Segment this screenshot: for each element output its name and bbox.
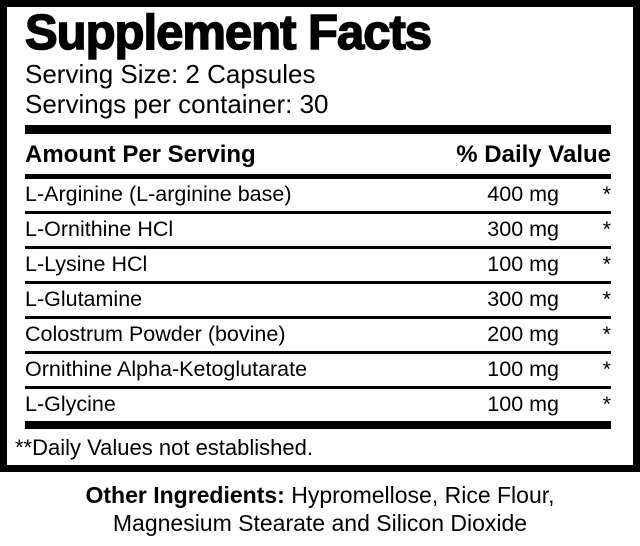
- ingredient-row: L-Arginine (L-arginine base) 400 mg *: [25, 179, 611, 215]
- other-ingredients-line1: Other Ingredients: Hypromellose, Rice Fl…: [0, 481, 640, 509]
- daily-value-asterisk: *: [602, 322, 611, 347]
- daily-value-asterisk: *: [602, 392, 611, 417]
- ingredient-amount: 300 mg: [487, 217, 559, 242]
- ingredient-name: L-Lysine HCl: [25, 252, 148, 277]
- ingredient-name: L-Arginine (L-arginine base): [25, 182, 292, 207]
- ingredient-amount: 100 mg: [487, 357, 559, 382]
- daily-value-asterisk: *: [602, 252, 611, 277]
- other-ingredients-line1-rest: Hypromellose, Rice Flour,: [284, 482, 555, 508]
- ingredient-row: L-Ornithine HCl 300 mg *: [25, 214, 611, 250]
- ingredient-name: L-Glycine: [25, 392, 116, 417]
- panel-title: Supplement Facts: [24, 6, 433, 60]
- ingredient-amount: 100 mg: [487, 252, 559, 277]
- other-ingredients: Other Ingredients: Hypromellose, Rice Fl…: [0, 481, 640, 537]
- ingredient-amount: 300 mg: [487, 287, 559, 312]
- daily-value-asterisk: *: [602, 182, 611, 207]
- column-header-row: Amount Per Serving % Daily Value: [25, 134, 611, 180]
- serving-size-line: Serving Size: 2 Capsules: [25, 58, 316, 89]
- ingredient-row: Ornithine Alpha-Ketoglutarate 100 mg *: [25, 354, 611, 390]
- ingredient-amount: 200 mg: [487, 322, 559, 347]
- ingredient-row: Colostrum Powder (bovine) 200 mg *: [25, 319, 611, 355]
- ingredient-name: Colostrum Powder (bovine): [25, 322, 286, 347]
- daily-value-footnote: **Daily Values not established.: [15, 435, 313, 461]
- ingredient-row: L-Lysine HCl 100 mg *: [25, 249, 611, 285]
- daily-value-asterisk: *: [602, 357, 611, 382]
- ingredient-amount: 100 mg: [487, 392, 559, 417]
- divider-heavy-top: [25, 125, 611, 135]
- servings-per-container-line: Servings per container: 30: [25, 89, 329, 120]
- ingredient-name: L-Ornithine HCl: [25, 217, 174, 242]
- other-ingredients-heading: Other Ingredients:: [85, 482, 285, 508]
- other-ingredients-line2: Magnesium Stearate and Silicon Dioxide: [112, 510, 528, 537]
- ingredient-row: L-Glutamine 300 mg *: [25, 284, 611, 320]
- ingredient-amount: 400 mg: [487, 182, 559, 207]
- ingredient-row: L-Glycine 100 mg *: [25, 389, 611, 421]
- ingredient-rows: L-Arginine (L-arginine base) 400 mg * L-…: [25, 179, 611, 421]
- daily-value-asterisk: *: [602, 287, 611, 312]
- supplement-facts-panel: Supplement Facts Serving Size: 2 Capsule…: [0, 0, 640, 472]
- amount-per-serving-header: Amount Per Serving: [25, 141, 256, 169]
- daily-value-header: % Daily Value: [456, 141, 611, 169]
- ingredient-name: L-Glutamine: [25, 287, 143, 312]
- ingredient-name: Ornithine Alpha-Ketoglutarate: [25, 357, 308, 382]
- divider-heavy-bottom: [25, 421, 611, 430]
- daily-value-asterisk: *: [602, 217, 611, 242]
